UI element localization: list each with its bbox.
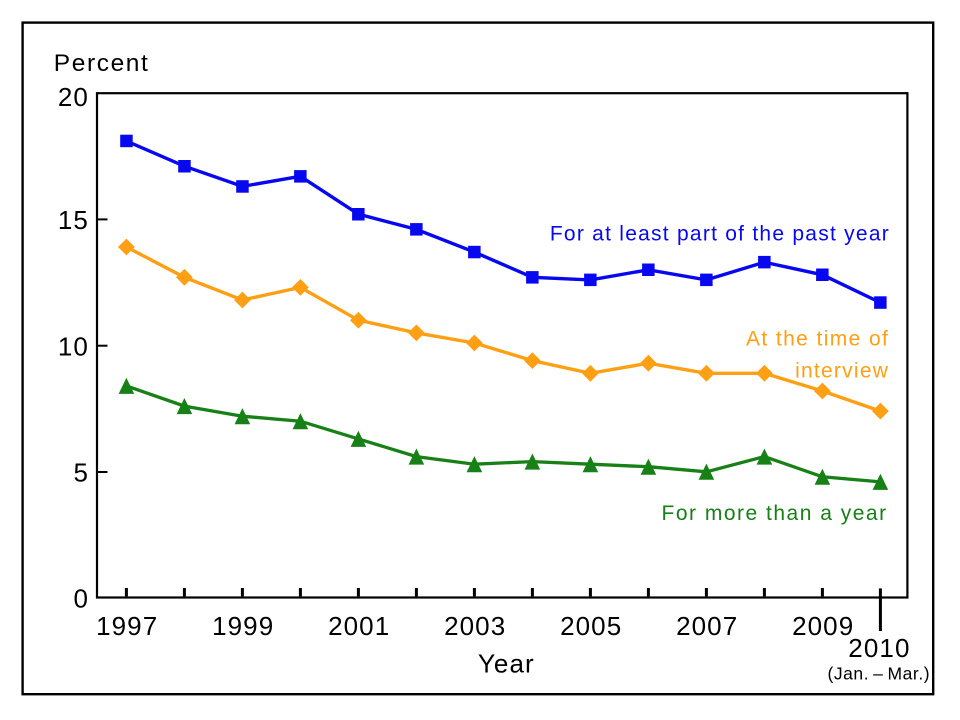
svg-text:(Jan. – Mar.): (Jan. – Mar.) — [827, 664, 930, 684]
svg-text:At the time of: At the time of — [746, 328, 889, 351]
svg-text:2005: 2005 — [560, 611, 622, 641]
svg-text:For more than a year: For more than a year — [662, 502, 888, 525]
svg-text:1997: 1997 — [96, 611, 158, 641]
svg-text:2003: 2003 — [444, 611, 506, 641]
svg-text:10: 10 — [58, 332, 89, 362]
svg-text:2010: 2010 — [848, 633, 910, 663]
svg-text:0: 0 — [73, 583, 89, 613]
svg-text:20: 20 — [58, 82, 89, 112]
svg-text:15: 15 — [58, 205, 89, 235]
svg-text:2007: 2007 — [676, 611, 738, 641]
svg-text:For at least part of the past: For at least part of the past year — [550, 222, 890, 245]
svg-text:Percent: Percent — [54, 50, 150, 77]
svg-text:2001: 2001 — [328, 611, 390, 641]
svg-text:5: 5 — [73, 457, 89, 487]
svg-text:interview: interview — [795, 359, 889, 382]
svg-text:1999: 1999 — [212, 611, 274, 641]
svg-text:2009: 2009 — [792, 611, 854, 641]
svg-text:Year: Year — [478, 648, 535, 678]
